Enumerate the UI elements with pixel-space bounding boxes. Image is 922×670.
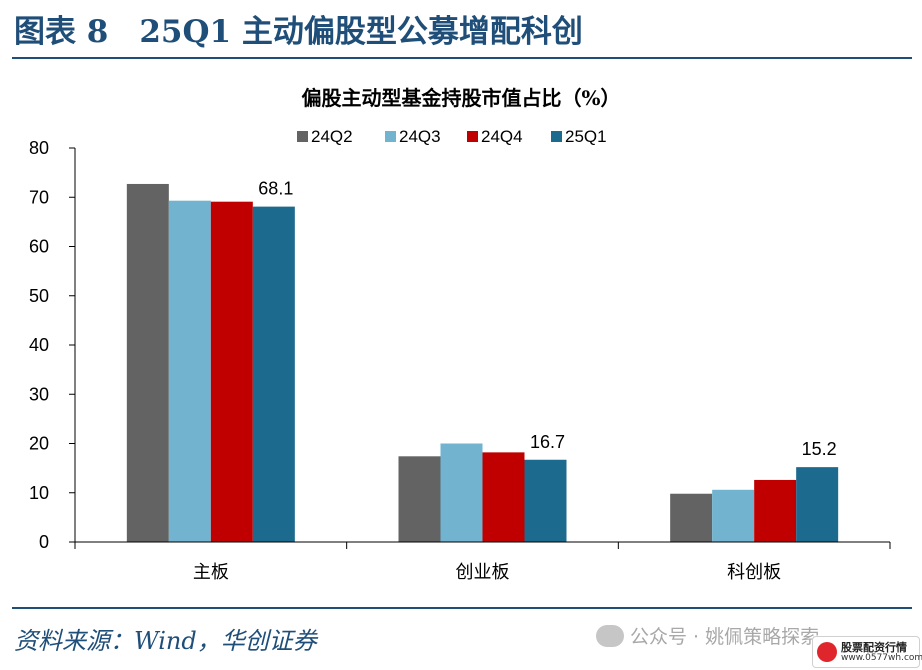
bar bbox=[754, 479, 797, 542]
legend-label: 25Q1 bbox=[565, 127, 607, 146]
bar bbox=[126, 183, 169, 542]
legend-label: 24Q2 bbox=[311, 127, 353, 146]
data-label: 15.2 bbox=[802, 439, 837, 459]
y-tick-label: 50 bbox=[29, 286, 49, 306]
x-tick-label: 科创板 bbox=[727, 562, 781, 583]
source-note: 资料来源：Wind，华创证券 bbox=[14, 627, 317, 655]
bar bbox=[712, 489, 755, 542]
bar bbox=[398, 456, 441, 542]
data-label: 16.7 bbox=[530, 432, 565, 452]
legend-label: 24Q3 bbox=[399, 127, 441, 146]
legend-swatch bbox=[297, 131, 308, 142]
site-badge-name: 股票配资行情 bbox=[841, 641, 907, 654]
source-divider bbox=[12, 607, 912, 609]
bar bbox=[168, 200, 211, 542]
site-badge-url: www.0577wh.com bbox=[841, 653, 922, 663]
x-tick-label: 创业板 bbox=[456, 562, 510, 583]
legend-swatch bbox=[467, 131, 478, 142]
legend-swatch bbox=[551, 131, 562, 142]
y-tick-label: 10 bbox=[29, 483, 49, 503]
y-tick-label: 20 bbox=[29, 434, 49, 454]
bar bbox=[440, 443, 483, 542]
bar bbox=[796, 467, 839, 542]
legend-swatch bbox=[385, 131, 396, 142]
chart-title: 偏股主动型基金持股市值占比（%） bbox=[301, 86, 621, 110]
legend-label: 24Q4 bbox=[481, 127, 523, 146]
site-logo-icon bbox=[817, 642, 837, 662]
x-axis: 主板 创业板 科创板 bbox=[74, 541, 891, 583]
bar bbox=[670, 493, 713, 542]
y-tick-label: 70 bbox=[29, 187, 49, 207]
x-tick-label: 主板 bbox=[193, 562, 229, 583]
wechat-icon bbox=[596, 625, 624, 647]
watermark: 公众号 · 姚佩策略探索 bbox=[596, 622, 819, 649]
title-divider bbox=[12, 57, 912, 59]
bar bbox=[482, 452, 525, 542]
watermark-text: 公众号 · 姚佩策略探索 bbox=[630, 626, 820, 648]
y-tick-label: 0 bbox=[39, 532, 49, 552]
figure-title: 图表 8 25Q1 主动偏股型公募增配科创 bbox=[14, 14, 583, 50]
y-tick-label: 30 bbox=[29, 384, 49, 404]
bar bbox=[210, 201, 253, 542]
bar bbox=[252, 206, 295, 543]
data-labels: 68.1 16.7 15.2 bbox=[258, 179, 836, 460]
y-axis: 0 10 20 30 40 50 60 70 80 bbox=[29, 138, 76, 552]
y-tick-label: 80 bbox=[29, 138, 49, 158]
y-tick-label: 60 bbox=[29, 237, 49, 257]
y-tick-label: 40 bbox=[29, 335, 49, 355]
chart-legend: 24Q2 24Q3 24Q4 25Q1 bbox=[297, 127, 607, 146]
bar bbox=[524, 459, 567, 542]
bar-group bbox=[126, 183, 839, 543]
data-label: 68.1 bbox=[258, 179, 293, 199]
site-badge: 股票配资行情 www.0577wh.com bbox=[812, 636, 922, 668]
